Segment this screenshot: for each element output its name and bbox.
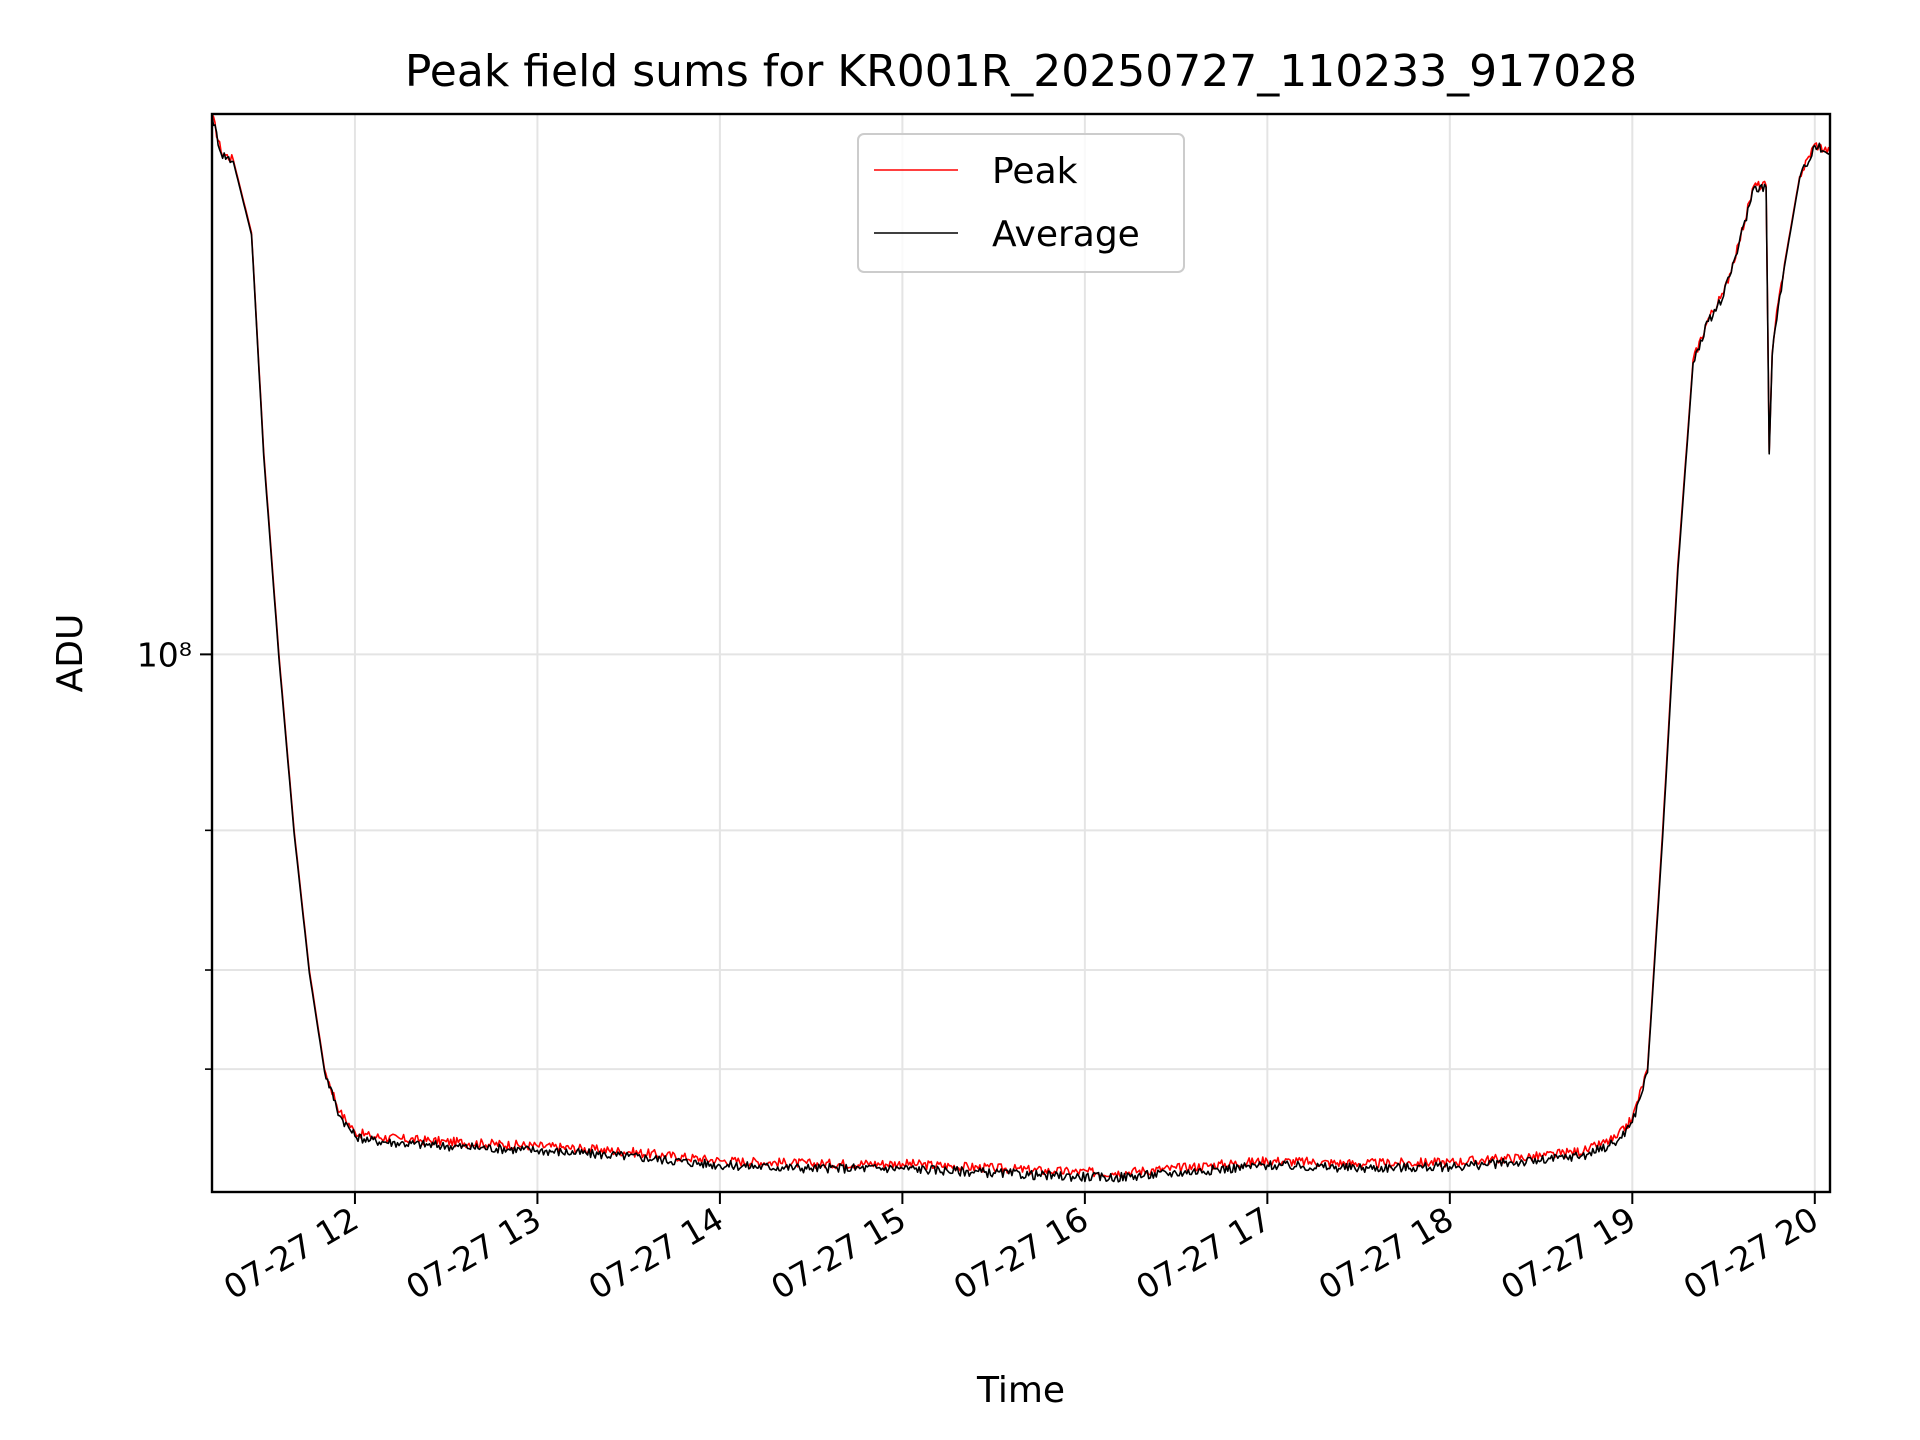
- series-line-average: [211, 115, 1831, 1183]
- legend-box: [857, 133, 1185, 273]
- data-series: [211, 113, 1831, 1183]
- legend-peak-label: Peak: [992, 151, 1078, 192]
- y-axis-label: ADU: [50, 614, 91, 693]
- plot-frame: [210, 112, 1832, 1194]
- legend: Peak Average: [857, 133, 1185, 273]
- series-line-peak: [211, 113, 1831, 1178]
- legend-average-label: Average: [992, 214, 1140, 255]
- grid-lines: [212, 114, 1830, 1192]
- chart-title: Peak field sums for KR001R_20250727_1102…: [405, 46, 1637, 97]
- y-tick-label: 10⁸: [137, 635, 192, 674]
- x-axis-label: Time: [976, 1370, 1065, 1411]
